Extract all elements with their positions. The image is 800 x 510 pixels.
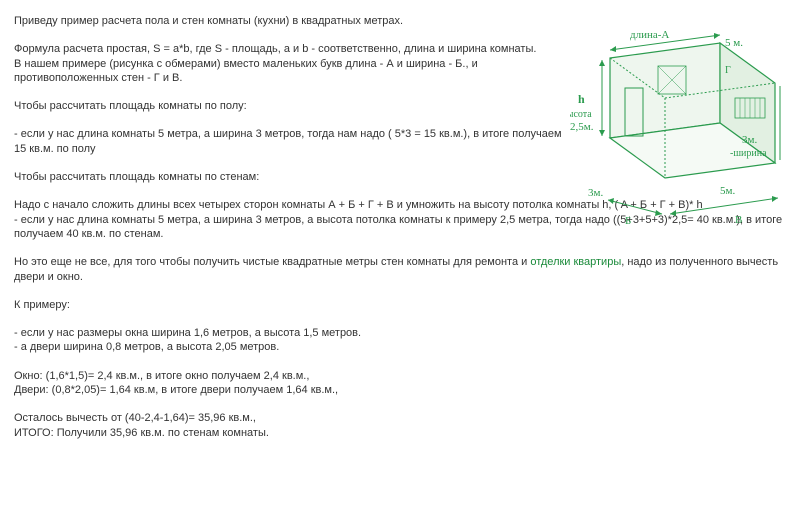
label-height-val: 2,5м.: [570, 121, 594, 133]
label-three: 3м.: [588, 187, 603, 199]
finish-link[interactable]: отделки квартиры: [530, 256, 621, 268]
final-calc: Осталось вычесть от (40-2,4-1,64)= 35,96…: [14, 412, 256, 424]
room-diagram: длина-А 5 м. h высота 2,5м. 3м. -ширина …: [570, 28, 790, 238]
note-prefix: Но это еще не все, для того чтобы получи…: [14, 256, 530, 268]
label-width-lbl: -ширина: [730, 148, 767, 159]
floor-header: Чтобы рассчитать площадь комнаты по полу…: [14, 99, 564, 113]
final-total: ИТОГО: Получили 35,96 кв.м. по стенам ко…: [14, 427, 269, 439]
label-height-lbl: высота: [570, 109, 592, 120]
label-width-val: 3м.: [742, 134, 757, 146]
intro-text: Приведу пример расчета пола и стен комна…: [14, 14, 564, 28]
label-h: h: [578, 92, 585, 106]
label-length-a: длина-А: [630, 29, 669, 41]
formula-line1: Формула расчета простая, S = a*b, где S …: [14, 43, 536, 55]
label-length-val: 5 м.: [725, 37, 743, 49]
walls-header: Чтобы рассчитать площадь комнаты по стен…: [14, 170, 564, 184]
example-header: К примеру:: [14, 298, 784, 312]
door-size: - а двери ширина 0,8 метров, а высота 2,…: [14, 341, 279, 353]
door-calc: Двери: (0,8*2,05)= 1,64 кв.м, в итоге дв…: [14, 384, 338, 396]
label-five: 5м.: [720, 185, 735, 197]
label-v: В: [735, 214, 742, 226]
window-calc: Окно: (1,6*1,5)= 2,4 кв.м., в итоге окно…: [14, 370, 309, 382]
formula-line2: В нашем примере (рисунка с обмерами) вме…: [14, 58, 478, 84]
window-size: - если у нас размеры окна ширина 1,6 мет…: [14, 327, 361, 339]
label-b: Б: [625, 215, 631, 227]
floor-calc: - если у нас длина комнаты 5 метра, а ши…: [14, 127, 564, 156]
label-g: Г: [725, 65, 731, 76]
